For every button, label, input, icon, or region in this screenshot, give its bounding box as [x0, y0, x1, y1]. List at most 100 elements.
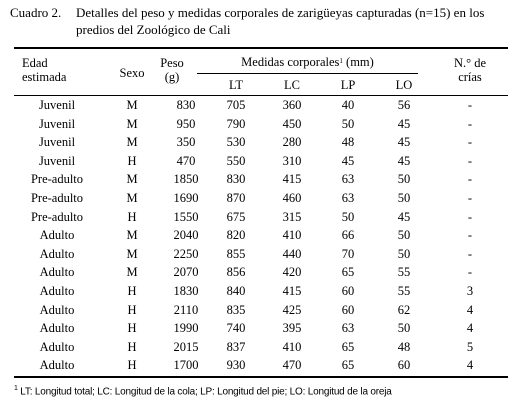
cell-sexo: H: [127, 153, 137, 168]
cell-crias: -: [467, 209, 473, 224]
cell-lp: 65: [341, 339, 355, 354]
table-row: Juvenil M 350 530 280 48 45 -: [14, 133, 508, 152]
cell-edad: Juvenil: [38, 135, 76, 150]
cell-edad: Adulto: [39, 302, 75, 317]
header-crias-line1: N.° de: [453, 56, 487, 70]
cell-edad: Adulto: [39, 321, 75, 336]
cell-edad: Adulto: [39, 339, 75, 354]
cell-edad: Pre-adulto: [30, 172, 84, 187]
table-row: Juvenil M 830 705 360 40 56 -: [14, 96, 508, 115]
header-lo: LO: [395, 78, 413, 92]
cell-lo: 50: [397, 190, 411, 205]
table-row: Adulto M 2070 856 420 65 55 -: [14, 263, 508, 282]
cell-lp: 65: [341, 358, 355, 373]
cell-lc: 425: [282, 302, 302, 317]
cell-lt: 855: [226, 246, 246, 261]
cell-edad: Adulto: [39, 265, 75, 280]
cell-peso: 2110: [173, 302, 199, 317]
cell-lc: 280: [282, 135, 302, 150]
cell-lc: 415: [282, 283, 302, 298]
header-crias-line2: crías: [458, 70, 482, 84]
cell-lo: 50: [397, 228, 411, 243]
cell-edad: Adulto: [39, 358, 75, 373]
cell-lc: 420: [282, 265, 302, 280]
table-row: Adulto H 1700 930 470 65 60 4: [14, 356, 508, 375]
cell-crias: -: [467, 190, 473, 205]
cell-lp: 63: [341, 321, 355, 336]
cell-sexo: H: [127, 339, 137, 354]
header-crias: N.° de crías: [432, 56, 508, 84]
cell-crias: -: [467, 153, 473, 168]
cell-edad: Pre-adulto: [30, 209, 84, 224]
cell-lc: 310: [282, 153, 302, 168]
cell-peso: 2250: [173, 246, 199, 261]
cell-sexo: H: [127, 321, 137, 336]
table-row: Adulto H 2015 837 410 65 48 5: [14, 338, 508, 357]
header-medidas: Medidas corporales1 (mm): [197, 55, 418, 69]
table-caption: Cuadro 2. Detalles del peso y medidas cor…: [10, 4, 510, 38]
cell-lo: 56: [397, 98, 411, 112]
cell-crias: 5: [466, 339, 474, 354]
cell-lt: 835: [226, 302, 246, 317]
header-edad-line1: Edad: [22, 56, 48, 70]
header-edad: Edad estimada: [14, 56, 86, 84]
cell-edad: Adulto: [39, 246, 75, 261]
table-row: Adulto H 2110 835 425 60 62 4: [14, 301, 508, 320]
header-sexo: Sexo: [119, 66, 145, 80]
caption-line-1: Detalles del peso y medidas corporales d…: [76, 5, 485, 20]
cell-sexo: M: [126, 116, 138, 131]
cell-sexo: M: [126, 265, 138, 280]
cell-peso: 1690: [173, 190, 199, 205]
cell-lc: 440: [282, 246, 302, 261]
cell-lc: 410: [282, 228, 302, 243]
cell-edad: Pre-adulto: [30, 190, 84, 205]
cell-lt: 856: [226, 265, 246, 280]
cell-lc: 315: [282, 209, 302, 224]
cell-peso: 1830: [173, 283, 199, 298]
cell-lo: 50: [397, 172, 411, 187]
cell-peso: 950: [176, 116, 196, 131]
table-row: Adulto H 1990 740 395 63 50 4: [14, 319, 508, 338]
cell-crias: -: [467, 98, 473, 112]
cell-lp: 63: [341, 190, 355, 205]
caption-line-2: predios del Zoológico de Cali: [76, 22, 231, 37]
cell-peso: 2015: [173, 339, 199, 354]
caption-number: Cuadro 2.: [10, 5, 62, 20]
cell-lt: 550: [226, 153, 246, 168]
cell-sexo: H: [127, 358, 137, 373]
cell-lc: 415: [282, 172, 302, 187]
cell-sexo: M: [126, 172, 138, 187]
cell-lc: 460: [282, 190, 302, 205]
cell-crias: 4: [466, 321, 474, 336]
cell-lt: 530: [226, 135, 246, 150]
cell-sexo: H: [127, 209, 137, 224]
table-body: Juvenil M 830 705 360 40 56- Juvenil M 950 790 450 5…: [14, 96, 508, 375]
cell-lc: 470: [282, 358, 302, 373]
cell-lo: 60: [397, 358, 411, 373]
cell-peso: 1700: [173, 358, 199, 373]
cell-lt: 837: [226, 339, 246, 354]
footnote-sup: 1: [14, 385, 18, 392]
cell-peso: 830: [176, 98, 196, 112]
header-medidas-sup: 1: [339, 57, 343, 65]
cell-sexo: M: [126, 98, 138, 112]
cell-lt: 830: [226, 172, 246, 187]
cell-sexo: M: [126, 190, 138, 205]
subheader-rule: [197, 73, 418, 74]
cell-sexo: M: [126, 228, 138, 243]
cell-edad: Adulto: [39, 228, 75, 243]
footnote-text: LT: Longitud total; LC: Longitud de la c…: [17, 386, 392, 398]
cell-lp: 65: [341, 265, 355, 280]
cell-peso: 1850: [173, 172, 199, 187]
cell-lt: 740: [226, 321, 246, 336]
cell-lc: 450: [282, 116, 302, 131]
cell-crias: -: [467, 228, 473, 243]
table-row: Adulto M 2040 820 410 66 50 -: [14, 226, 508, 245]
cell-edad: Juvenil: [38, 116, 76, 131]
cell-lo: 45: [397, 153, 411, 168]
cell-edad: Juvenil: [38, 98, 76, 112]
header-edad-line2: estimada: [22, 70, 67, 84]
bottom-rule: [14, 376, 508, 378]
cell-lt: 820: [226, 228, 246, 243]
cell-lp: 70: [341, 246, 355, 261]
